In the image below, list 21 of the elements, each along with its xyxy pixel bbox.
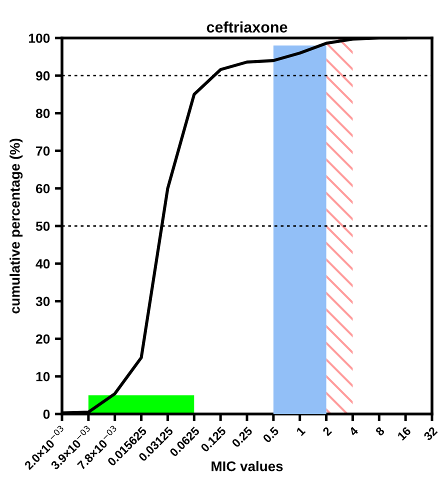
y-tick-label: 20 (36, 334, 50, 344)
x-tick-label: 32 (423, 426, 438, 442)
x-tick-label: 16 (397, 426, 412, 441)
y-tick-label: 30 (36, 296, 50, 306)
x-tick-label: 2 (322, 426, 332, 436)
x-tick-label: 4 (348, 426, 359, 436)
y-tick-label: 80 (36, 108, 50, 118)
x-tick-label: 1 (296, 426, 306, 436)
x-tick-label: 8 (374, 426, 386, 436)
y-tick-label: 60 (36, 184, 50, 194)
y-tick-label: 70 (36, 146, 50, 156)
x-tick-label: 0.5 (262, 426, 280, 444)
y-tick-label: 50 (36, 222, 50, 231)
y-tick-label: 90 (36, 71, 50, 81)
x-axis-title: MIC values (212, 461, 283, 472)
chart-title: ceftriaxone (206, 21, 288, 33)
y-tick-label: 10 (36, 372, 50, 382)
y-tick-label: 0 (43, 410, 50, 419)
y-axis-title: cumulative percentage (%) (10, 138, 23, 314)
y-tick-label: 40 (36, 259, 50, 269)
y-tick-label: 100 (29, 34, 50, 43)
